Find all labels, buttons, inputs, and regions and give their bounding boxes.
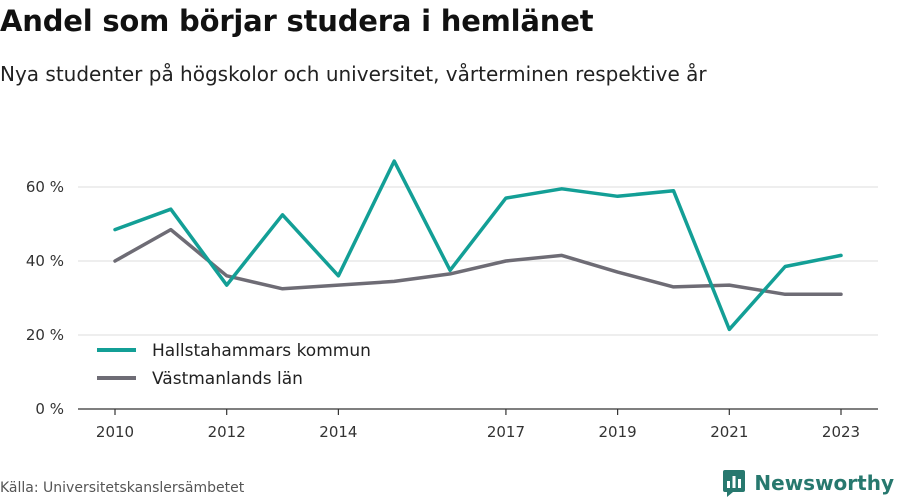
chart-title: Andel som börjar studera i hemlänet bbox=[0, 4, 594, 38]
x-tick-label: 2017 bbox=[487, 423, 525, 441]
chart-subtitle: Nya studenter på högskolor och universit… bbox=[0, 62, 707, 86]
y-tick-label: 20 % bbox=[26, 326, 64, 344]
y-tick-labels: 0 % 20 % 40 % 60 % bbox=[26, 178, 64, 418]
series-line-2 bbox=[113, 227, 843, 297]
x-tick-label: 2012 bbox=[208, 423, 246, 441]
brand-name: Newsworthy bbox=[754, 471, 894, 495]
x-tick-label: 2014 bbox=[319, 423, 357, 441]
y-tick-label: 0 % bbox=[35, 400, 64, 418]
legend-label: Hallstahammars kommun bbox=[152, 341, 371, 361]
y-tick-label: 40 % bbox=[26, 252, 64, 270]
x-axis bbox=[78, 408, 878, 415]
y-tick-label: 60 % bbox=[26, 178, 64, 196]
x-tick-label: 2010 bbox=[96, 423, 134, 441]
series-lines bbox=[113, 159, 843, 332]
x-tick-label: 2021 bbox=[710, 423, 748, 441]
x-tick-label: 2019 bbox=[599, 423, 637, 441]
legend: Hallstahammars kommun Västmanlands län bbox=[97, 341, 371, 389]
legend-label: Västmanlands län bbox=[152, 369, 303, 389]
brand-logo: Newsworthy bbox=[722, 468, 894, 498]
x-tick-label: 2023 bbox=[822, 423, 860, 441]
source-note: Källa: Universitetskanslersämbetet bbox=[0, 480, 245, 496]
series-line-1 bbox=[113, 159, 843, 332]
x-tick-labels: 2010 2012 2014 2017 2019 2021 2023 bbox=[96, 423, 860, 441]
grid-lines bbox=[78, 186, 878, 336]
chart-logo-icon bbox=[723, 470, 746, 497]
